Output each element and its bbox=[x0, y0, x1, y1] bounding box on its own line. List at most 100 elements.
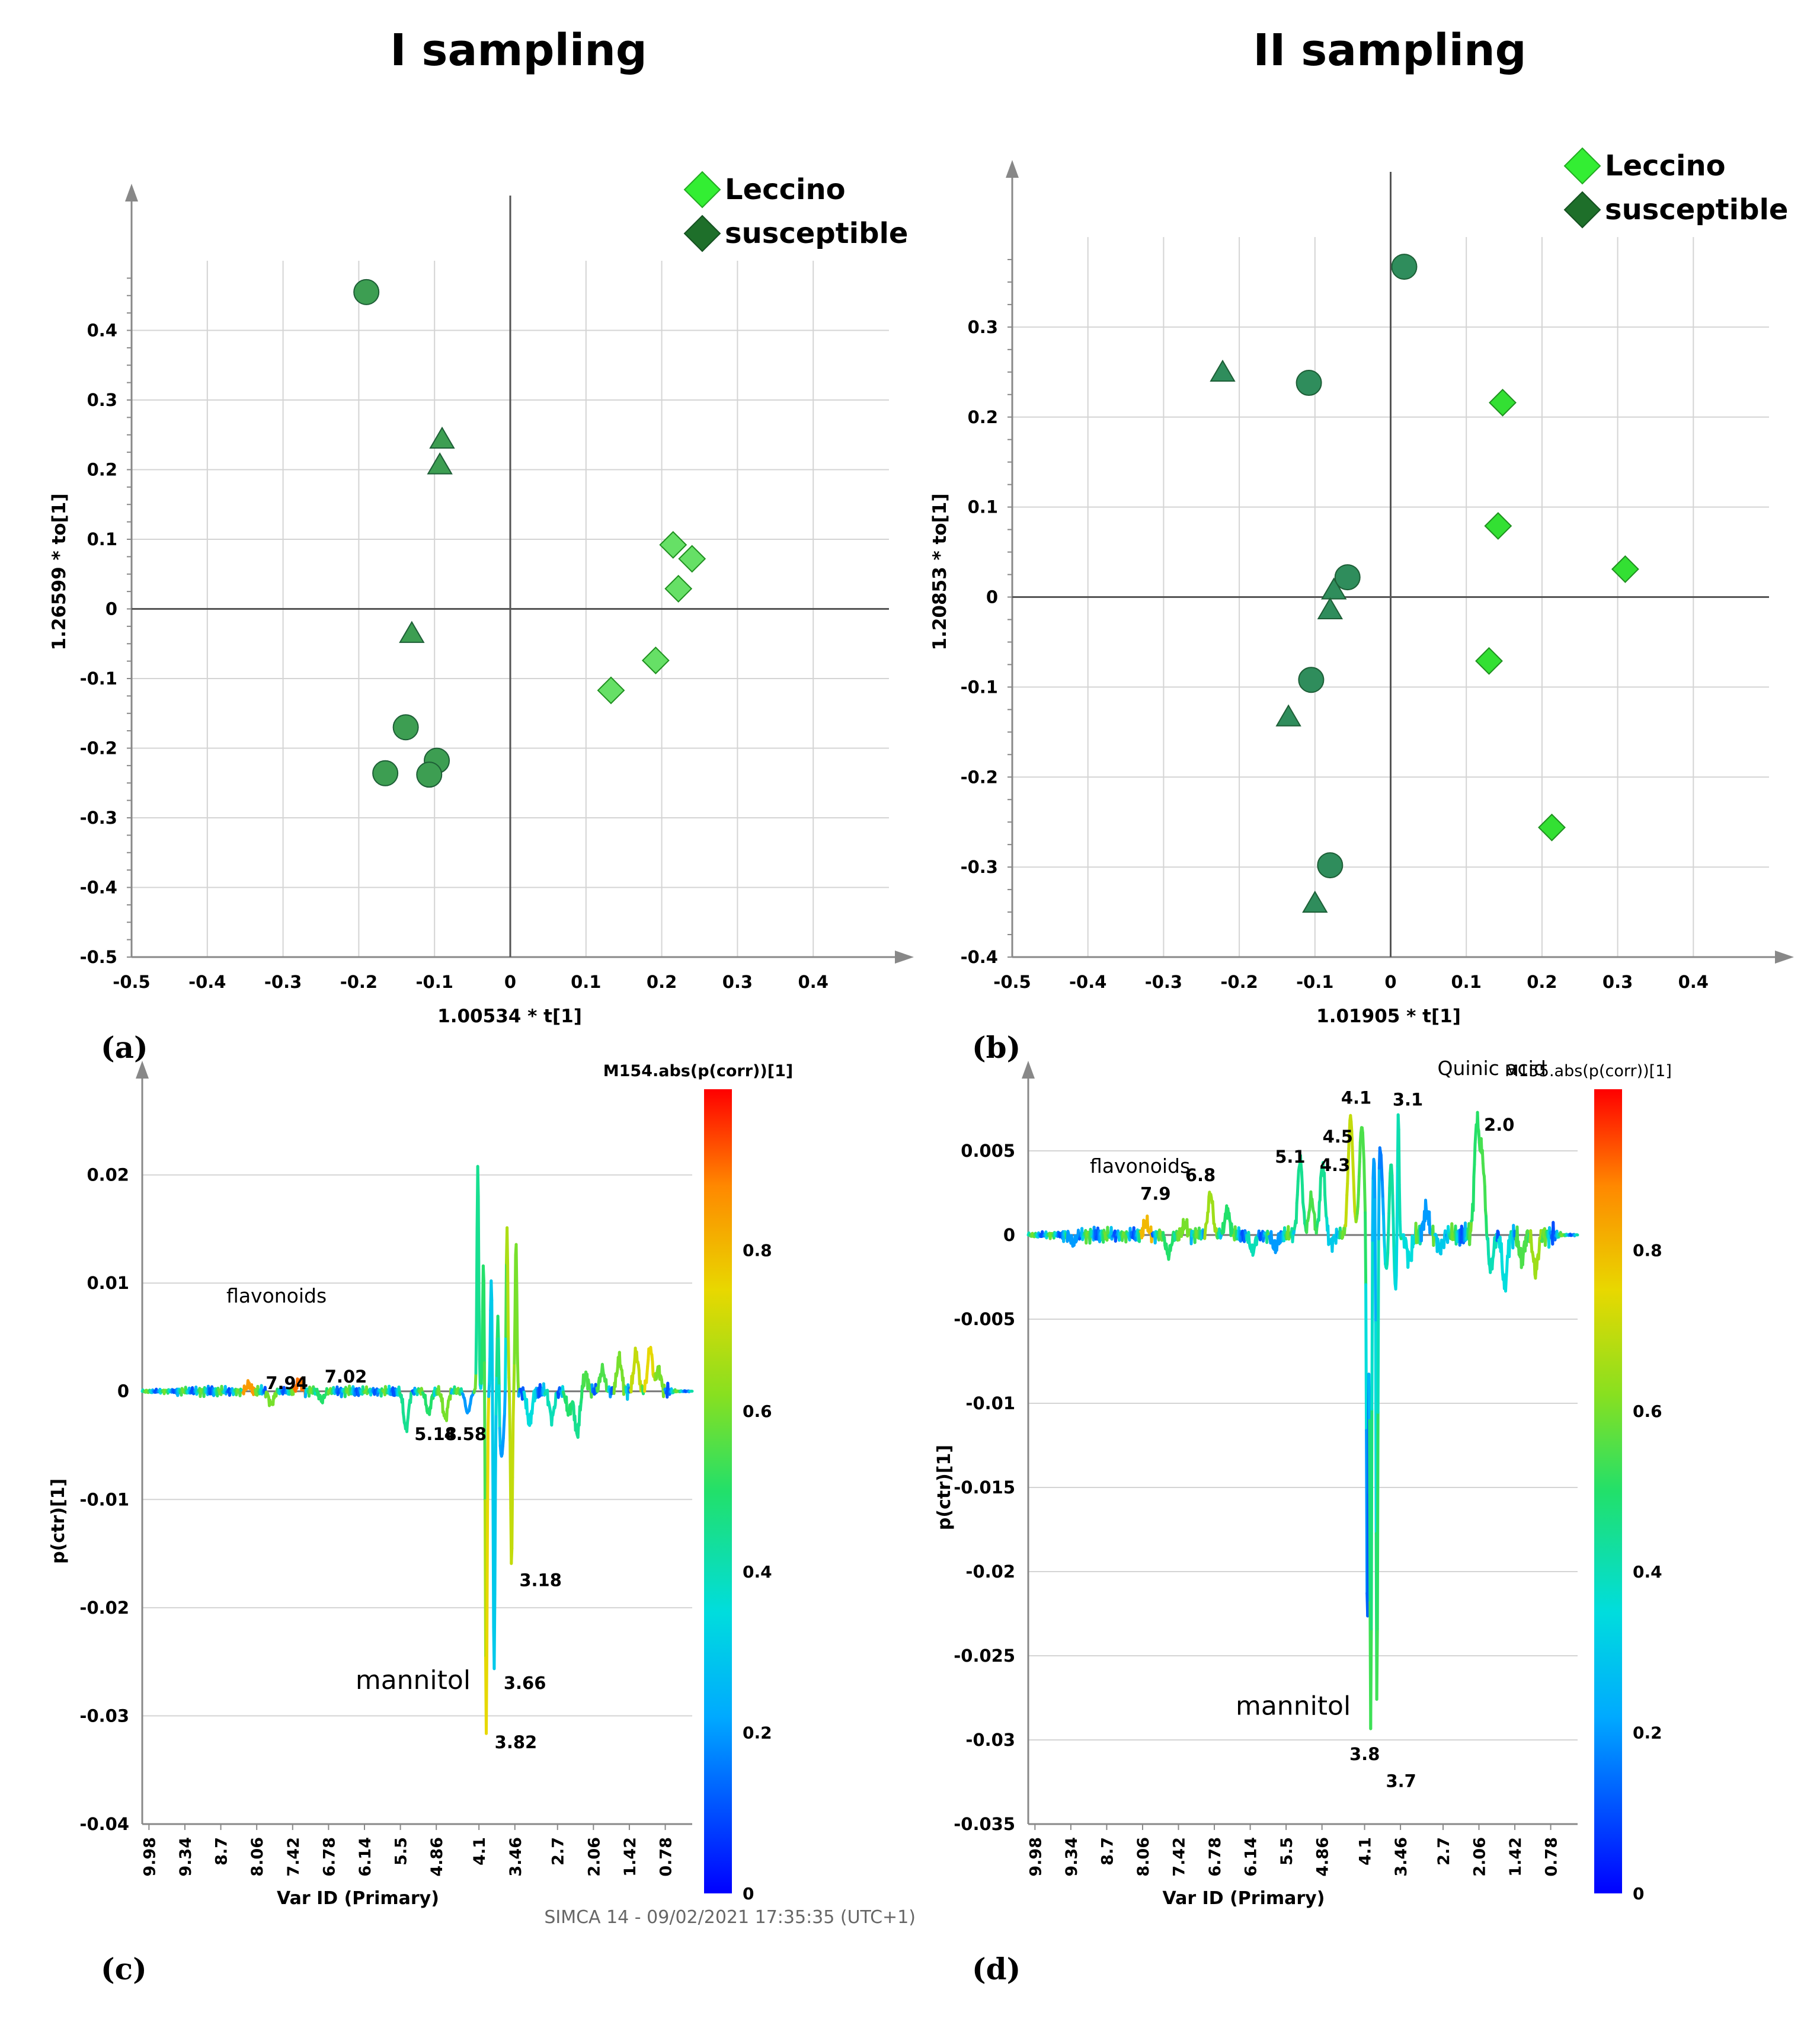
point-leccino bbox=[664, 575, 693, 603]
x-axis-label: 1.00534 * t[1] bbox=[437, 1006, 582, 1027]
annotation: mannitol bbox=[356, 1665, 471, 1695]
x-tick-label: 1.42 bbox=[621, 1837, 639, 1877]
line-segment bbox=[485, 1512, 490, 1653]
colorbar-tick-label: 0.6 bbox=[743, 1402, 772, 1421]
panel-label: (a) bbox=[101, 1030, 148, 1065]
x-tick-label: 2.7 bbox=[1435, 1837, 1453, 1866]
y-tick-label: -0.1 bbox=[961, 677, 998, 697]
heading-right: II sampling bbox=[1253, 25, 1526, 76]
colorbar-tick-label: 0.8 bbox=[743, 1240, 772, 1260]
line-segment bbox=[497, 1337, 501, 1387]
y-axis-arrow bbox=[136, 1061, 149, 1079]
y-tick-label: -0.5 bbox=[80, 947, 117, 967]
point-susceptible-triangle bbox=[1210, 359, 1236, 382]
line-segment bbox=[511, 1390, 516, 1420]
line-segment bbox=[1205, 1211, 1210, 1224]
x-tick-label: 9.98 bbox=[140, 1837, 159, 1877]
software-footer: SIMCA 14 - 09/02/2021 17:35:35 (UTC+1) bbox=[544, 1907, 916, 1928]
legend-label-susceptible: susceptible bbox=[1605, 193, 1788, 226]
line-segment bbox=[487, 1381, 491, 1399]
x-tick-label: -0.3 bbox=[1145, 972, 1182, 992]
point-susceptible-circle bbox=[353, 279, 380, 305]
x-tick-label: 8.7 bbox=[213, 1837, 231, 1866]
line-segment bbox=[516, 1351, 520, 1383]
annotation: 7.02 bbox=[325, 1367, 367, 1387]
annotation: 4.3 bbox=[1320, 1155, 1350, 1175]
x-tick-label: 7.42 bbox=[1170, 1837, 1189, 1877]
line-segment bbox=[440, 1397, 444, 1414]
annotation: 4.5 bbox=[1323, 1127, 1353, 1147]
line-segment bbox=[1428, 1210, 1432, 1234]
x-tick-label: 1.42 bbox=[1506, 1837, 1525, 1877]
line-segment bbox=[405, 1421, 409, 1434]
line-segment bbox=[1357, 1175, 1361, 1196]
y-axis-label: 1.20853 * to[1] bbox=[929, 493, 951, 650]
line-segment bbox=[651, 1361, 655, 1376]
line-segment bbox=[494, 1374, 498, 1416]
line-segment bbox=[1473, 1132, 1477, 1146]
x-tick-label: 6.14 bbox=[1242, 1837, 1261, 1877]
colorbar-tick-label: 0.2 bbox=[1633, 1723, 1662, 1743]
colorbar-tick-label: 0.2 bbox=[743, 1723, 772, 1743]
panel-label: (c) bbox=[101, 1951, 147, 1986]
point-susceptible-circle bbox=[1391, 254, 1418, 280]
point-susceptible-triangle bbox=[399, 620, 425, 643]
panel-label: (d) bbox=[972, 1951, 1021, 1986]
x-axis-label: 1.01905 * t[1] bbox=[1316, 1006, 1461, 1027]
loading-line bbox=[1026, 1111, 1579, 1730]
line-segment bbox=[1480, 1148, 1485, 1165]
x-tick-label: 9.98 bbox=[1026, 1837, 1045, 1877]
point-leccino bbox=[1538, 813, 1566, 842]
line-segment bbox=[1505, 1254, 1509, 1272]
x-tick-label: 8.7 bbox=[1098, 1837, 1117, 1866]
x-axis-arrow bbox=[1775, 951, 1794, 964]
line-segment bbox=[1323, 1194, 1328, 1207]
line-segment bbox=[513, 1311, 517, 1365]
point-susceptible-circle bbox=[1334, 564, 1361, 591]
line-segment bbox=[494, 1412, 498, 1482]
x-tick-label: 3.46 bbox=[1392, 1837, 1410, 1877]
y-tick-label: -0.2 bbox=[80, 738, 117, 759]
y-axis-label: p(ctr)[1] bbox=[934, 1445, 955, 1530]
line-segment bbox=[474, 1371, 478, 1390]
line-segment bbox=[1482, 1175, 1486, 1188]
y-tick-label: 0.2 bbox=[87, 460, 117, 480]
line-segment bbox=[1508, 1234, 1512, 1258]
point-leccino bbox=[1484, 512, 1512, 540]
line-segment bbox=[507, 1376, 511, 1403]
line-segment bbox=[1346, 1147, 1351, 1169]
x-tick-label: -0.4 bbox=[1069, 972, 1106, 992]
x-tick-label: 0.78 bbox=[1543, 1837, 1561, 1877]
line-segment bbox=[1296, 1179, 1300, 1196]
colorbar-tick-label: 0.6 bbox=[1633, 1402, 1662, 1421]
line-segment bbox=[481, 1264, 485, 1282]
heading-left: I sampling bbox=[390, 25, 647, 76]
x-tick-label: 0.2 bbox=[1527, 972, 1557, 992]
colorbar-tick-label: 0 bbox=[1633, 1884, 1644, 1903]
x-tick-label: 0 bbox=[504, 972, 516, 992]
point-susceptible-triangle bbox=[1321, 577, 1347, 600]
colorbar-tick-label: 0 bbox=[743, 1884, 754, 1903]
x-tick-label: -0.5 bbox=[993, 972, 1031, 992]
colorbar-tick-label: 0.4 bbox=[743, 1562, 772, 1582]
legend-symbol-susceptible bbox=[683, 215, 721, 252]
x-tick-label: -0.1 bbox=[1296, 972, 1333, 992]
point-leccino bbox=[1611, 555, 1639, 583]
line-segment bbox=[1377, 1166, 1381, 1241]
line-segment bbox=[1537, 1248, 1541, 1260]
point-leccino bbox=[641, 647, 670, 674]
x-tick-label: 3.46 bbox=[507, 1837, 525, 1877]
line-segment bbox=[1476, 1111, 1480, 1130]
y-tick-label: -0.04 bbox=[79, 1814, 129, 1834]
annotation: 6.8 bbox=[1185, 1165, 1216, 1185]
chart-b: -0.5 -0.4 -0.3 -0.2 -0.1 0 0.1 0.2 0.3 0.4 -0.4 -0.… bbox=[929, 147, 1794, 1065]
line-segment bbox=[1345, 1182, 1349, 1197]
line-segment bbox=[583, 1375, 586, 1387]
y-tick-label: 0.3 bbox=[968, 317, 998, 337]
y-tick-label: 0.1 bbox=[968, 497, 998, 517]
x-tick-label: 0.78 bbox=[657, 1837, 676, 1877]
y-tick-label: 0.2 bbox=[968, 407, 998, 427]
y-tick-label: -0.3 bbox=[961, 857, 998, 877]
y-axis-arrow bbox=[1006, 160, 1019, 178]
x-tick-label: -0.1 bbox=[415, 972, 453, 992]
